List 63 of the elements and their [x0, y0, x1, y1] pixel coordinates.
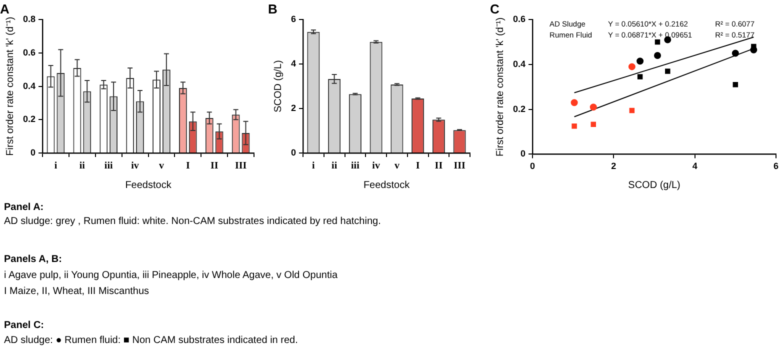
y-axis-title: First order rate constant 'k' (d⁻¹) — [494, 17, 506, 156]
y-tick-label: 0 — [290, 147, 296, 158]
x-tick-label: 0 — [530, 161, 536, 172]
point — [732, 82, 738, 88]
x-tick-label: iv — [372, 160, 380, 172]
y-tick-label: 0.4 — [22, 80, 36, 91]
y-tick-label: 0.2 — [22, 114, 36, 124]
point — [732, 50, 739, 57]
x-axis-title: Feedstock — [125, 180, 172, 191]
point — [590, 104, 597, 111]
x-tick-label: 2 — [611, 161, 616, 172]
y-tick-label: 4 — [290, 58, 296, 69]
y-axis-title: SCOD (g/L) — [272, 60, 284, 112]
x-tick-label: ii — [332, 160, 338, 172]
y-tick-label: 0 — [520, 148, 526, 159]
text: I Maize, II, Wheat, III Miscanthus — [4, 286, 150, 297]
x-axis-title: SCOD (g/L) — [628, 180, 680, 191]
point — [636, 58, 644, 65]
x-tick-label: i — [312, 160, 316, 172]
y-tick-label: 0.6 — [22, 47, 36, 58]
y-axis-title: First order rate constant 'k' (d⁻¹) — [4, 16, 16, 156]
point — [654, 52, 661, 59]
x-tick-label: v — [394, 160, 400, 172]
y-tick-label: 0 — [30, 147, 36, 158]
x-tick-label: III — [454, 160, 466, 172]
point — [665, 68, 670, 74]
text: Panel A: — [4, 202, 44, 213]
x-tick-label: ii — [79, 160, 86, 172]
y-tick-label: 6 — [290, 14, 296, 24]
point — [629, 108, 635, 114]
x-tick-label: I — [416, 160, 420, 172]
x-tick-label: II — [434, 160, 443, 172]
point — [572, 124, 577, 129]
text: AD sludge: ● Rumen fluid: ■ Non CAM substrates indicated in red. — [4, 335, 298, 346]
text: AD sludge: grey , Rumen fluid: white. Non-CAM substrates indicated by red hatching. — [4, 216, 381, 227]
x-axis-title: Feedstock — [363, 180, 411, 191]
point — [637, 74, 643, 80]
x-tick-label: i — [54, 160, 58, 172]
x-tick-label: II — [210, 160, 218, 172]
x-tick-label: III — [234, 160, 247, 172]
text: Panels A, B: — [4, 254, 62, 265]
y-tick-label: 0.4 — [512, 58, 526, 69]
point — [654, 39, 660, 45]
point — [750, 46, 758, 54]
x-tick-label: v — [158, 160, 164, 172]
chart-title: C — [490, 1, 500, 16]
x-tick-label: I — [186, 160, 190, 172]
x-tick-label: 6 — [773, 161, 779, 172]
point — [590, 122, 596, 127]
x-tick-label: iii — [351, 160, 360, 172]
text: i Agave pulp, ii Young Opuntia, iii Pineapple, iv Whole Agave, v Old Opuntia — [4, 270, 338, 281]
y-tick-label: 2 — [290, 103, 296, 114]
text: Panel C: — [4, 320, 44, 331]
y-tick-label: 0.8 — [22, 14, 36, 24]
x-tick-label: iii — [104, 160, 113, 172]
chart-title: A — [0, 1, 10, 16]
point — [628, 63, 636, 70]
y-tick-label: 0.6 — [512, 14, 526, 24]
chart-title: B — [268, 1, 278, 16]
x-tick-label: iv — [131, 160, 139, 172]
y-tick-label: 0.2 — [512, 104, 526, 114]
point — [570, 99, 578, 106]
x-tick-label: 4 — [692, 161, 698, 172]
